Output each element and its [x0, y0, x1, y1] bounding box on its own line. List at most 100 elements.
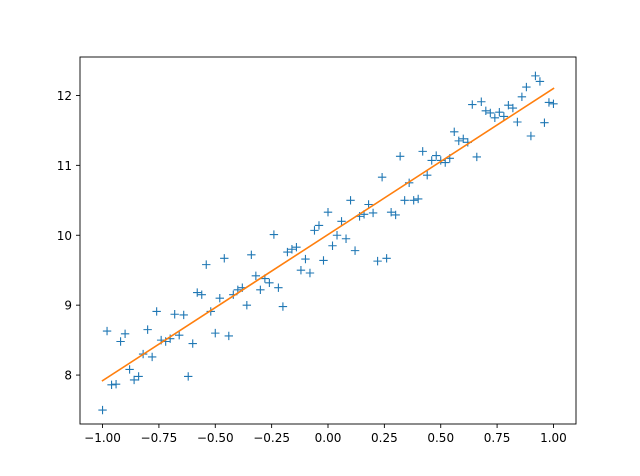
data-point-marker [301, 254, 310, 264]
x-tick-label: −0.25 [253, 431, 290, 445]
data-point-marker [337, 217, 346, 226]
y-tick-label: 9 [64, 299, 72, 313]
data-point-marker [486, 108, 495, 118]
data-point-marker [179, 310, 188, 320]
data-point-marker [175, 331, 184, 340]
data-point-marker [481, 106, 491, 116]
data-point-marker [224, 331, 233, 341]
y-tick-label: 8 [64, 369, 72, 383]
data-point-marker [215, 293, 224, 303]
data-point-marker [116, 337, 125, 346]
data-point-marker [450, 127, 459, 136]
data-point-marker [98, 405, 107, 415]
x-tick-label: 0.25 [371, 431, 398, 445]
data-point-marker [305, 268, 315, 278]
data-point-marker [522, 82, 531, 92]
data-point-marker [531, 71, 540, 81]
x-tick-label: −0.50 [197, 431, 234, 445]
data-point-marker [107, 380, 116, 390]
data-point-marker [251, 271, 261, 281]
data-point-marker [256, 285, 265, 294]
data-point-marker [413, 194, 423, 204]
data-point-marker [269, 230, 279, 239]
data-point-marker [170, 310, 179, 319]
data-point-marker [441, 158, 450, 167]
data-point-marker [427, 156, 436, 165]
data-point-marker [278, 302, 288, 311]
data-point-marker [211, 328, 220, 338]
y-tick-label: 10 [57, 229, 72, 243]
data-point-marker [526, 131, 536, 141]
data-point-marker [125, 365, 134, 374]
data-point-marker [400, 196, 409, 205]
data-point-marker [274, 283, 283, 292]
data-point-marker [152, 307, 161, 316]
scatter-series [98, 71, 558, 415]
data-point-marker [513, 117, 522, 127]
data-point-marker [242, 300, 252, 310]
data-point-marker [283, 247, 292, 257]
data-point-marker [391, 210, 400, 220]
data-point-marker [409, 196, 418, 205]
data-point-marker [111, 379, 121, 389]
data-point-marker [495, 108, 504, 117]
data-point-marker [423, 170, 432, 180]
data-point-marker [382, 254, 391, 263]
data-point-marker [454, 136, 463, 146]
data-point-marker [346, 196, 355, 205]
data-point-marker [292, 242, 301, 252]
data-point-marker [341, 234, 351, 243]
data-point-marker [319, 256, 328, 265]
axes: −1.00 −0.75 −0.50 −0.25 0.00 0.25 0.50 0.75 1.00… [57, 56, 577, 445]
data-point-marker [459, 134, 468, 143]
data-point-marker [147, 352, 157, 362]
data-point-marker [549, 99, 558, 109]
data-point-marker [477, 97, 486, 106]
y-tick-label: 12 [57, 89, 72, 103]
data-point-marker [350, 246, 360, 255]
data-point-marker [373, 256, 382, 266]
data-point-marker [265, 278, 274, 287]
data-point-marker [472, 152, 481, 162]
data-point-marker [468, 100, 477, 109]
data-point-marker [287, 245, 297, 254]
data-point-marker [134, 372, 143, 381]
plot-area [98, 71, 558, 415]
data-point-marker [188, 339, 197, 348]
x-tick-label: 0.50 [427, 431, 454, 445]
data-point-marker [193, 288, 202, 297]
x-tick-label: −0.75 [141, 431, 178, 445]
data-point-marker [296, 266, 306, 275]
data-point-marker [395, 152, 405, 161]
data-point-marker [535, 77, 545, 86]
fit-line [101, 87, 555, 382]
data-point-marker [418, 147, 427, 156]
data-point-marker [499, 112, 509, 121]
data-point-marker [120, 329, 130, 339]
data-point-marker [314, 221, 324, 230]
data-point-marker [377, 173, 387, 182]
data-point-marker [364, 200, 373, 209]
data-point-marker [508, 103, 518, 113]
data-point-marker [544, 98, 554, 107]
x-tick-label: 1.00 [540, 431, 567, 445]
data-point-marker [386, 207, 396, 217]
data-point-marker [197, 290, 206, 299]
data-point-marker [310, 226, 319, 235]
data-point-marker [332, 231, 342, 240]
data-layer [98, 71, 558, 415]
x-tick-label: 0.75 [484, 431, 511, 445]
data-point-marker [323, 207, 333, 217]
data-point-marker [202, 260, 211, 269]
data-point-marker [368, 208, 378, 218]
data-point-marker [129, 375, 139, 385]
x-tick-label: −1.00 [84, 431, 121, 445]
data-point-marker [184, 372, 193, 381]
data-point-marker [247, 250, 256, 260]
data-point-marker [540, 118, 549, 127]
data-point-marker [220, 254, 229, 263]
data-point-marker [102, 326, 112, 336]
